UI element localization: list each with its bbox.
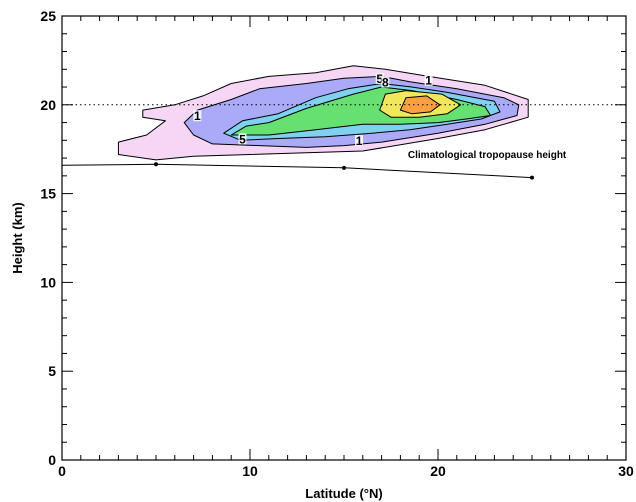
tropopause-point (342, 165, 346, 170)
contour-label: 1 (425, 74, 432, 88)
y-tick-label: 20 (40, 97, 56, 113)
contour-label-bg (238, 133, 247, 145)
contour-label-bg (381, 76, 390, 88)
contour-label: 1 (194, 109, 201, 123)
contour-label-bg (424, 74, 433, 86)
tropopause-point (154, 162, 158, 167)
x-axis-title: Latitude (°N) (305, 486, 382, 501)
x-tick-label: 30 (618, 463, 634, 479)
tropopause-point (530, 175, 534, 180)
contour-label-bg (355, 135, 364, 147)
y-tick-label: 5 (48, 363, 56, 379)
contour-level (399, 95, 441, 115)
contour-label: 1 (356, 134, 363, 148)
y-axis-title: Height (km) (10, 202, 25, 274)
contour-label-bg (375, 72, 384, 84)
y-tick-label: 25 (40, 8, 56, 24)
contour-label: 8 (382, 75, 389, 89)
contour-label: 5 (239, 132, 246, 146)
x-tick-label: 20 (430, 463, 446, 479)
tropopause-label: Climatological tropopause height (408, 150, 567, 161)
y-tick-label: 0 (48, 452, 56, 468)
contour-label: 5 (376, 72, 383, 86)
contour-layer (117, 65, 529, 161)
contour-labels: 15 158 1 (193, 72, 433, 148)
y-tick-label: 15 (40, 186, 56, 202)
tropopause-points (154, 162, 534, 180)
y-tick-label: 10 (40, 274, 56, 290)
x-tick-label: 0 (58, 463, 66, 479)
contour-label-bg (193, 110, 202, 122)
x-tick-label: 10 (242, 463, 258, 479)
tropopause-line (61, 163, 533, 179)
